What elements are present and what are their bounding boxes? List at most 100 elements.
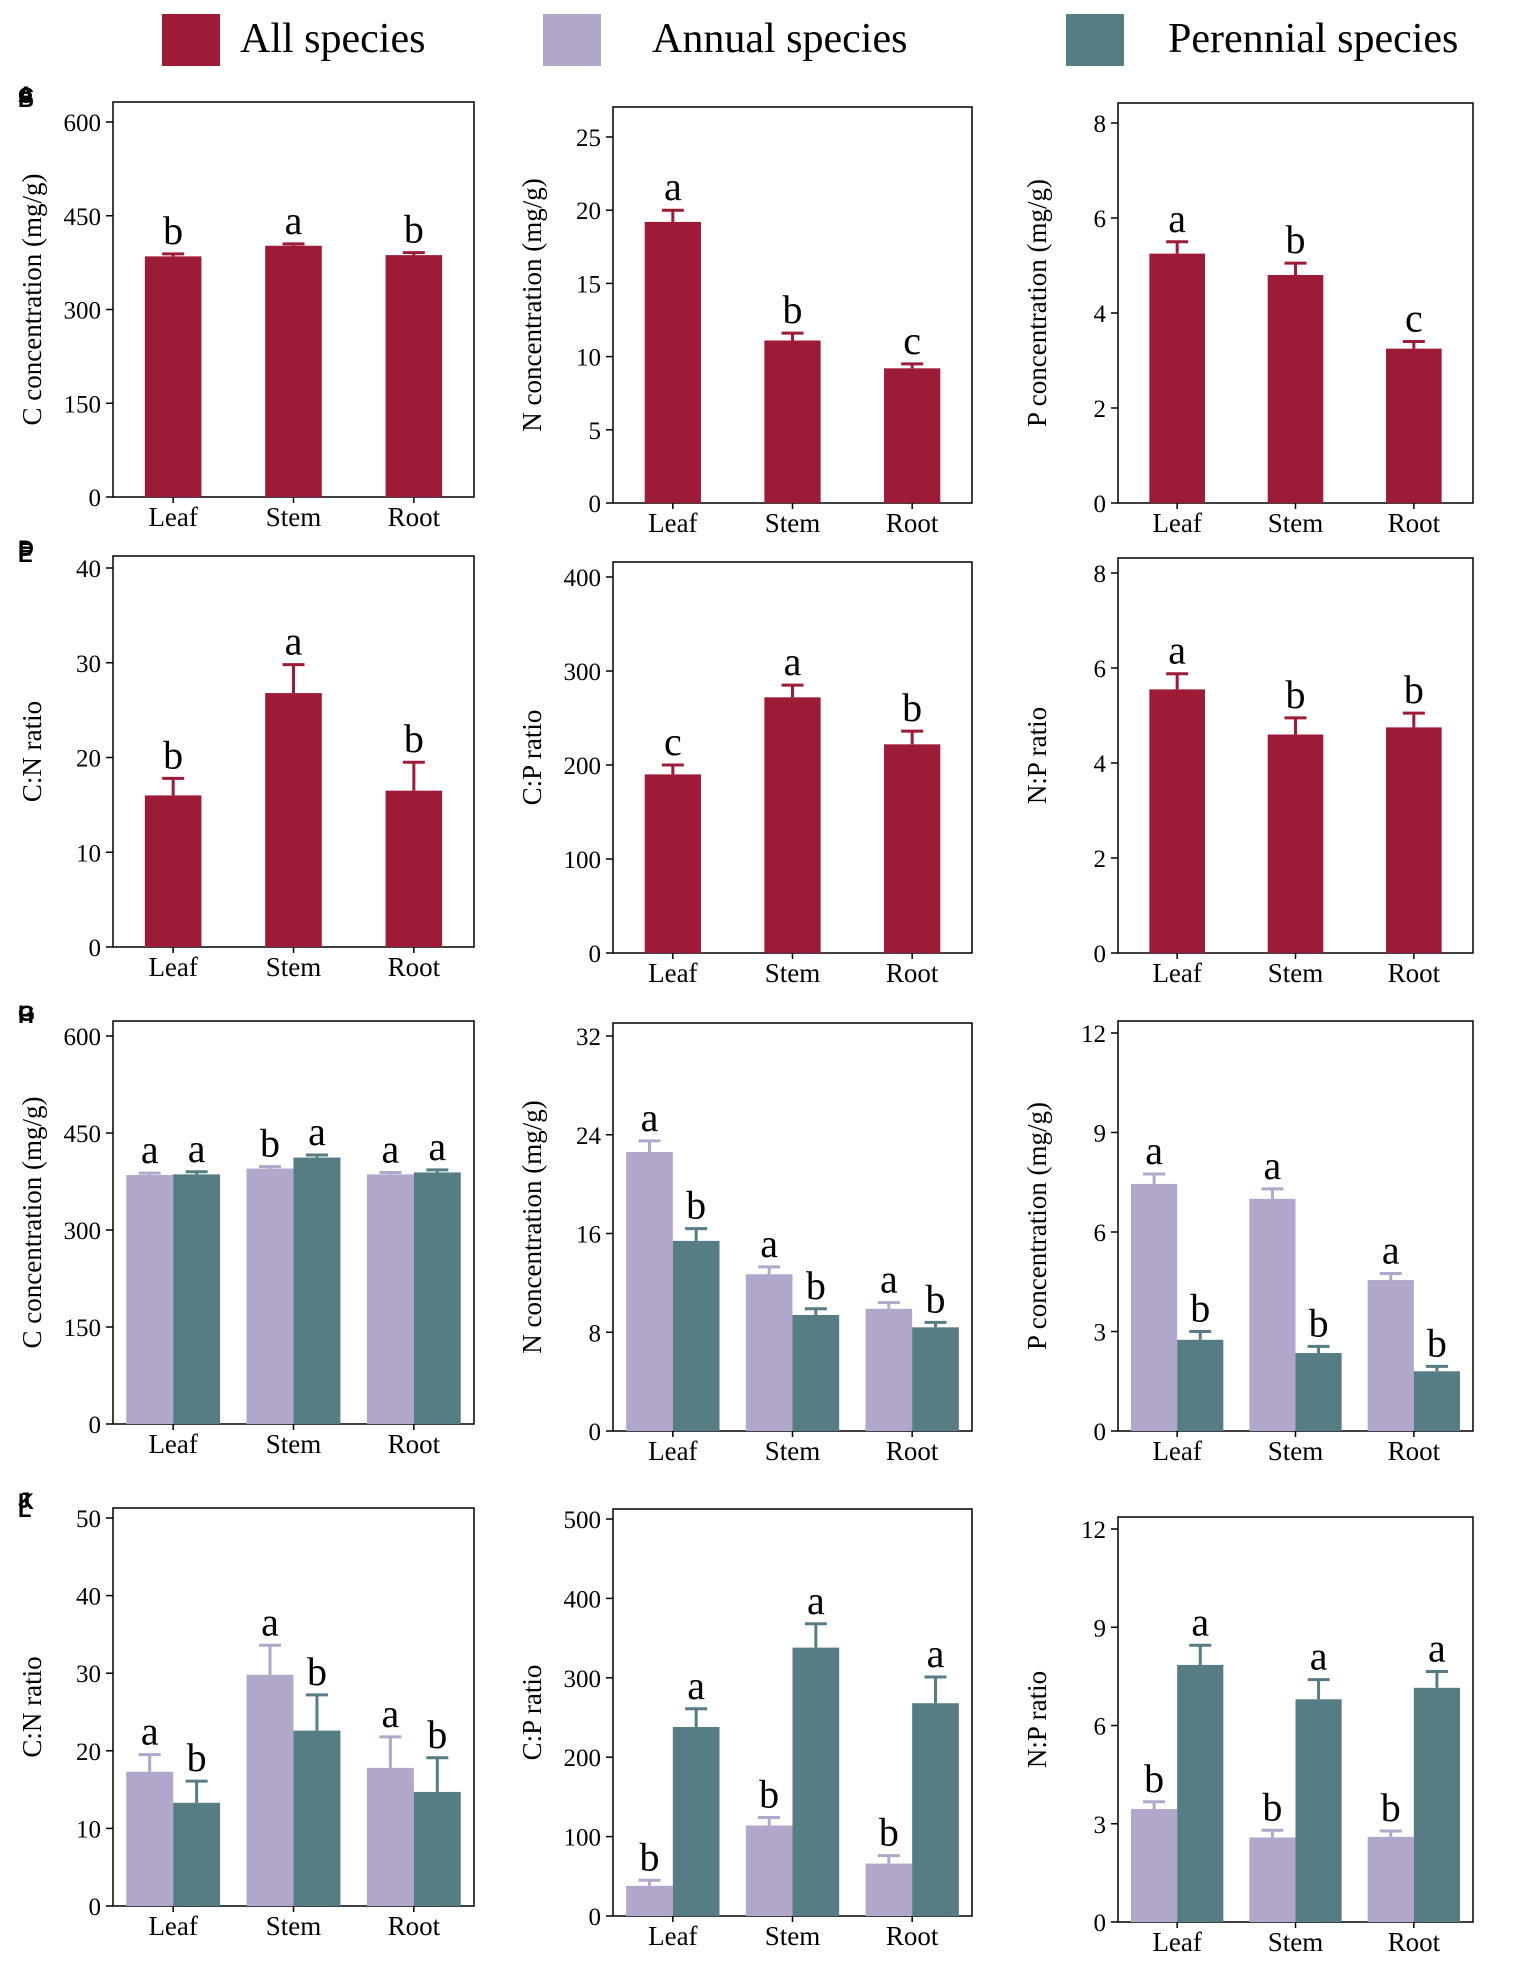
legend-swatch-annual <box>543 14 601 66</box>
significance-letter: b <box>1286 672 1306 717</box>
x-tick-label: Root <box>886 958 939 988</box>
x-tick-label: Leaf <box>1152 958 1201 988</box>
bar <box>745 1825 793 1916</box>
bar <box>1177 1339 1224 1431</box>
panel-label: F <box>18 538 31 563</box>
x-tick-label: Leaf <box>648 958 697 988</box>
significance-letter: a <box>381 1691 399 1736</box>
y-tick-label: 9 <box>1094 1121 1107 1148</box>
significance-letter: a <box>927 1631 945 1676</box>
y-tick-label: 12 <box>1081 1517 1106 1544</box>
bar <box>1295 1699 1342 1922</box>
y-tick-label: 32 <box>576 1024 601 1051</box>
x-tick-label: Root <box>388 1911 441 1941</box>
significance-letter: b <box>902 685 922 730</box>
x-tick-label: Root <box>388 1429 441 1459</box>
significance-letter: b <box>404 207 424 252</box>
significance-letter: a <box>261 1599 279 1644</box>
x-tick-label: Stem <box>266 1911 322 1941</box>
bar <box>1249 1837 1296 1922</box>
bar <box>385 790 443 947</box>
y-axis-title: N concentration (mg/g) <box>517 1100 547 1353</box>
panel-b: B 0 5 10 15 20 25 N concentration (mg/g) Leaf a St… <box>18 87 973 538</box>
significance-letter: b <box>806 1263 826 1308</box>
y-tick-label: 300 <box>564 659 602 686</box>
y-tick-label: 300 <box>64 298 102 325</box>
bar <box>126 1771 174 1906</box>
y-tick-label: 200 <box>564 1745 602 1772</box>
bar <box>173 1174 221 1424</box>
significance-letter: a <box>1168 628 1186 673</box>
x-tick-label: Root <box>388 952 441 982</box>
y-tick-label: 3 <box>1094 1320 1107 1347</box>
y-tick-label: 200 <box>564 753 602 780</box>
y-tick-label: 600 <box>64 1024 102 1051</box>
significance-letter: a <box>1145 1128 1163 1173</box>
significance-letter: b <box>1427 1320 1447 1365</box>
significance-letter: b <box>260 1121 280 1166</box>
y-tick-label: 20 <box>76 1739 101 1766</box>
bar <box>865 1863 913 1916</box>
bar <box>1386 348 1442 503</box>
bar <box>173 1802 221 1906</box>
significance-letter: b <box>1286 217 1306 262</box>
bar <box>865 1308 913 1431</box>
y-tick-label: 15 <box>576 271 601 298</box>
significance-letter: a <box>141 1709 159 1754</box>
bar <box>1267 275 1324 503</box>
y-tick-label: 150 <box>64 391 102 418</box>
x-tick-label: Stem <box>1268 508 1324 538</box>
panel-f: F 0 2 4 6 8 N:P ratio Leaf a Stem b Root b <box>18 538 1474 988</box>
panel-label: H <box>18 1003 34 1028</box>
significance-letter: b <box>1262 1784 1282 1829</box>
significance-letter: c <box>1405 296 1423 341</box>
bar <box>1149 253 1205 503</box>
y-tick-label: 0 <box>89 1894 102 1921</box>
x-tick-label: Leaf <box>148 1429 197 1459</box>
x-tick-label: Leaf <box>648 1921 697 1951</box>
y-tick-label: 4 <box>1094 751 1107 778</box>
significance-letter: a <box>1428 1625 1446 1670</box>
significance-letter: b <box>163 732 183 777</box>
x-tick-label: Stem <box>765 508 821 538</box>
significance-letter: b <box>639 1834 659 1879</box>
bar <box>1267 734 1324 953</box>
x-tick-label: Leaf <box>648 508 697 538</box>
panel-label: A <box>18 82 34 107</box>
bar <box>265 693 322 947</box>
significance-letter: b <box>163 208 183 253</box>
panel-label: G <box>18 1001 35 1026</box>
bar <box>385 255 443 497</box>
x-tick-label: Root <box>886 1921 939 1951</box>
y-axis-title: C:N ratio <box>17 701 47 802</box>
legend-label-annual: Annual species <box>652 16 907 62</box>
bar <box>413 1791 461 1906</box>
panel-label: I <box>18 1001 24 1026</box>
y-axis-title: C:P ratio <box>517 1665 547 1761</box>
x-tick-label: Stem <box>765 1921 821 1951</box>
y-tick-label: 0 <box>589 1904 602 1931</box>
significance-letter: a <box>285 619 303 664</box>
bar <box>126 1175 174 1424</box>
y-tick-label: 300 <box>64 1218 102 1245</box>
x-tick-label: Stem <box>765 958 821 988</box>
significance-letter: b <box>783 287 803 332</box>
y-tick-label: 300 <box>564 1666 602 1693</box>
x-tick-label: Stem <box>1268 1436 1324 1466</box>
bar <box>764 340 821 503</box>
bar <box>366 1767 414 1906</box>
x-tick-label: Leaf <box>148 952 197 982</box>
bar <box>366 1174 414 1424</box>
y-axis-title: N:P ratio <box>1022 1671 1052 1768</box>
bar <box>644 774 701 953</box>
significance-letter: a <box>428 1124 446 1169</box>
x-tick-label: Stem <box>1268 958 1324 988</box>
significance-letter: a <box>1310 1634 1328 1679</box>
bar <box>1386 727 1442 953</box>
x-tick-label: Stem <box>266 952 322 982</box>
significance-letter: a <box>641 1095 659 1140</box>
y-tick-label: 20 <box>576 198 601 225</box>
bar <box>293 1157 341 1424</box>
